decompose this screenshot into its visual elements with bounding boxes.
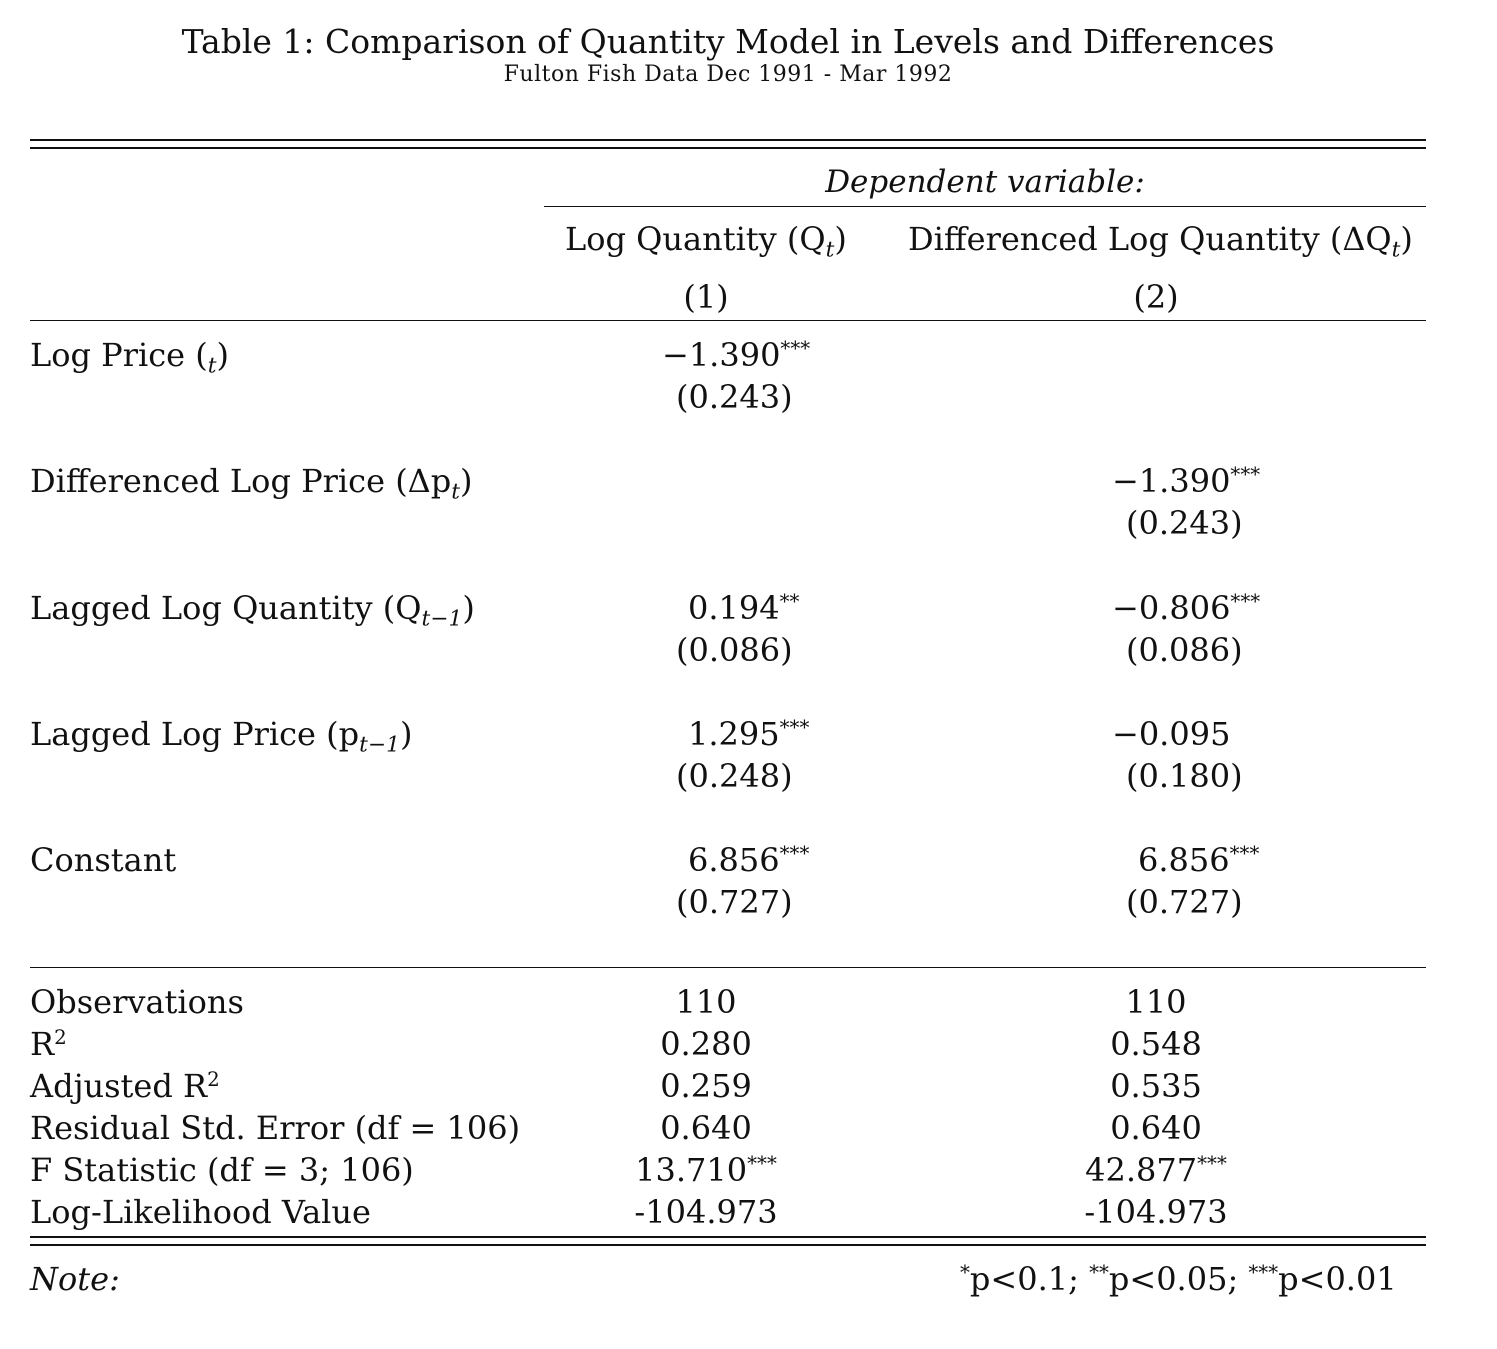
stat-observations-col2: 110 <box>1125 983 1187 1021</box>
stat-observations-col1: 110 <box>675 983 737 1021</box>
top-rule-2 <box>30 147 1426 149</box>
top-rule-1 <box>30 139 1426 141</box>
se-lagged-log-quantity-col1: (0.086) <box>676 631 793 669</box>
coef-lagged-log-price-col2: −0.095 <box>1112 715 1231 753</box>
se-lagged-log-quantity-col2: (0.086) <box>1126 631 1243 669</box>
coef-lagged-log-price-col1: 1.295*** <box>688 715 810 753</box>
stat-label-adjusted-r2: Adjusted R2 <box>30 1067 220 1105</box>
row-label-lagged-log-quantity: Lagged Log Quantity (Qt−1) <box>30 589 475 632</box>
stat-adjusted-r2-col2: 0.535 <box>1110 1067 1202 1105</box>
dependent-variable-rule <box>544 206 1426 207</box>
stat-residual-std-error-col1: 0.640 <box>660 1109 752 1147</box>
bottom-rule-1 <box>30 1236 1426 1238</box>
stats-rule <box>30 967 1426 968</box>
stat-f-statistic-col1: 13.710*** <box>635 1151 777 1189</box>
stat-label-residual-std-error: Residual Std. Error (df = 106) <box>30 1109 521 1147</box>
coef-log-price-col1: −1.390*** <box>662 336 811 374</box>
coef-constant-col1: 6.856*** <box>688 841 810 879</box>
header-rule <box>30 320 1426 321</box>
table-subtitle: Fulton Fish Data Dec 1991 - Mar 1992 <box>503 62 953 87</box>
row-label-constant: Constant <box>30 841 177 879</box>
se-lagged-log-price-col1: (0.248) <box>676 757 793 795</box>
stat-label-r2: R2 <box>30 1025 67 1063</box>
stat-label-f-statistic: F Statistic (df = 3; 106) <box>30 1151 414 1189</box>
coef-lagged-log-quantity-col1: 0.194** <box>688 589 800 627</box>
se-constant-col1: (0.727) <box>676 883 793 921</box>
row-label-differenced-log-price: Differenced Log Price (Δpt) <box>30 462 473 505</box>
stat-f-statistic-col2: 42.877*** <box>1085 1151 1227 1189</box>
bottom-rule-2 <box>30 1244 1426 1246</box>
coef-constant-col2: 6.856*** <box>1138 841 1260 879</box>
se-constant-col2: (0.727) <box>1126 883 1243 921</box>
stat-r2-col2: 0.548 <box>1110 1025 1202 1063</box>
column-1-number: (1) <box>683 278 729 316</box>
coef-differenced-log-price-col2: −1.390*** <box>1112 462 1261 500</box>
se-log-price-col1: (0.243) <box>676 378 793 416</box>
column-2-number: (2) <box>1133 278 1179 316</box>
column-1-heading: Log Quantity (Qt) <box>565 220 847 263</box>
dependent-variable-label: Dependent variable: <box>825 164 1145 200</box>
row-label-log-price: Log Price (t) <box>30 336 229 379</box>
coef-lagged-log-quantity-col2: −0.806*** <box>1112 589 1261 627</box>
se-lagged-log-price-col2: (0.180) <box>1126 757 1243 795</box>
stat-label-log-likelihood: Log-Likelihood Value <box>30 1193 371 1231</box>
stat-residual-std-error-col2: 0.640 <box>1110 1109 1202 1147</box>
table-title: Table 1: Comparison of Quantity Model in… <box>181 22 1275 61</box>
stat-label-observations: Observations <box>30 983 244 1021</box>
stat-log-likelihood-col1: -104.973 <box>634 1193 778 1231</box>
row-label-lagged-log-price: Lagged Log Price (pt−1) <box>30 715 413 758</box>
column-2-heading: Differenced Log Quantity (ΔQt) <box>908 220 1413 263</box>
significance-note: *p<0.1; **p<0.05; ***p<0.01 <box>960 1260 1397 1298</box>
note-label: Note: <box>30 1260 120 1298</box>
stat-adjusted-r2-col1: 0.259 <box>660 1067 752 1105</box>
se-differenced-log-price-col2: (0.243) <box>1126 504 1243 542</box>
stat-r2-col1: 0.280 <box>660 1025 752 1063</box>
stat-log-likelihood-col2: -104.973 <box>1084 1193 1228 1231</box>
